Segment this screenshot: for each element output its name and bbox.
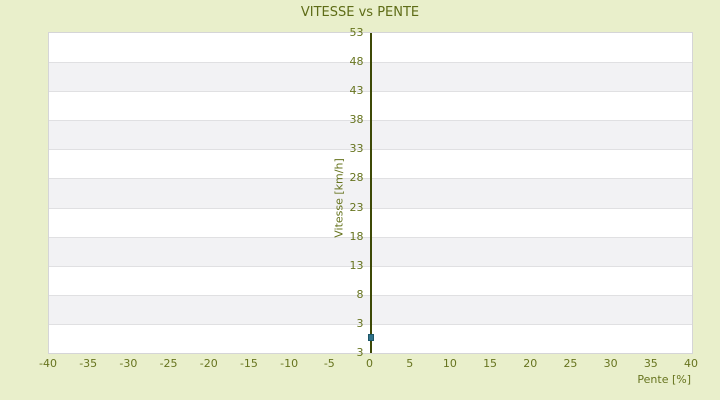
y-axis-title: Vitesse [km/h] [332, 158, 346, 238]
y-tick-label: 28 [349, 171, 364, 185]
y-tick-label: 18 [349, 229, 364, 243]
y-tick-label: 13 [349, 258, 364, 272]
y-tick-label: 8 [356, 287, 364, 301]
x-tick-label: -35 [79, 357, 98, 370]
x-tick-label: -40 [39, 357, 57, 370]
x-tick-label: 35 [643, 357, 658, 370]
x-tick-label: 0 [366, 357, 373, 370]
x-tick-label: -25 [159, 357, 178, 370]
y-tick-label: 53 [349, 26, 364, 39]
y-tick-label: 38 [349, 113, 364, 127]
x-tick-label: -15 [239, 357, 258, 370]
x-tick-label: -20 [199, 357, 218, 370]
y-tick-label: 3 [356, 346, 364, 359]
x-tick-label: -10 [280, 357, 299, 370]
x-tick-label: 30 [603, 357, 618, 370]
x-tick-label: 15 [483, 357, 498, 370]
y-tick-label: 33 [349, 142, 364, 156]
x-tick-label: -5 [323, 357, 335, 370]
data-point-marker [367, 333, 374, 341]
y-axis-line [369, 33, 372, 353]
x-tick-label: -30 [119, 357, 138, 370]
chart-title: VITESSE vs PENTE [300, 5, 420, 20]
x-tick-label: 20 [523, 357, 538, 370]
y-tick-label: 43 [349, 84, 364, 98]
x-tick-label: 25 [563, 357, 578, 370]
x-tick-label: 40 [684, 357, 698, 370]
y-tick-label: 3 [356, 316, 364, 330]
y-tick-label: 23 [349, 200, 364, 214]
x-tick-label: 5 [406, 357, 414, 370]
x-axis-title: Pente [%] [637, 373, 691, 386]
plot-area: 53 48 43 38 33 28 23 18 13 8 3 3 [48, 27, 693, 359]
y-tick-label: 48 [349, 55, 364, 69]
x-tick-labels: -40 -35 -30 -25 -20 -15 -10 -5 0 5 10 15 20 25 30 35 40 [39, 357, 698, 371]
x-tick-label: 10 [442, 357, 457, 370]
